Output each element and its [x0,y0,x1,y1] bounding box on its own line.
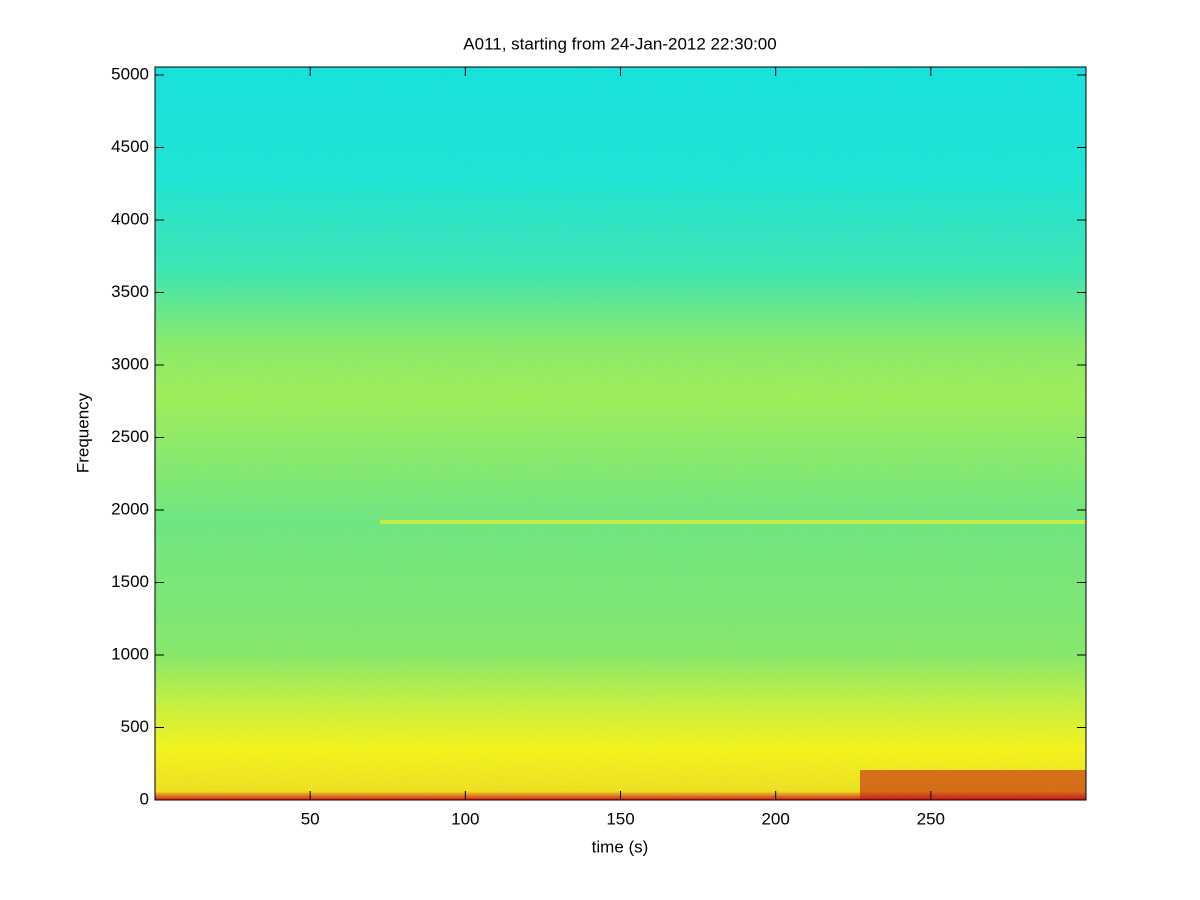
y-tick-label: 3500 [111,282,149,301]
y-tick-label: 4000 [111,209,149,228]
x-tick-label: 50 [301,809,320,828]
x-axis-label: time (s) [592,837,649,856]
y-tick-label: 3000 [111,354,149,373]
y-tick-label: 1000 [111,644,149,663]
y-tick-label: 0 [140,789,149,808]
plot-area [154,66,1087,801]
y-tick-label: 5000 [111,64,149,83]
spectrogram-texture [155,67,1086,800]
x-tick-label: 100 [451,809,479,828]
y-tick-label: 2500 [111,427,149,446]
y-tick-label: 1500 [111,572,149,591]
x-tick-label: 250 [917,809,945,828]
x-tick-label: 150 [606,809,634,828]
y-tick-label: 500 [121,717,149,736]
chart-title: A011, starting from 24-Jan-2012 22:30:00 [463,34,776,53]
y-tick-label: 2000 [111,499,149,518]
x-tick-label: 200 [761,809,789,828]
tonal-line [380,520,1086,524]
low-frequency-burst [860,770,1086,800]
y-axis-label: Frequency [73,392,92,473]
y-tick-label: 4500 [111,137,149,156]
